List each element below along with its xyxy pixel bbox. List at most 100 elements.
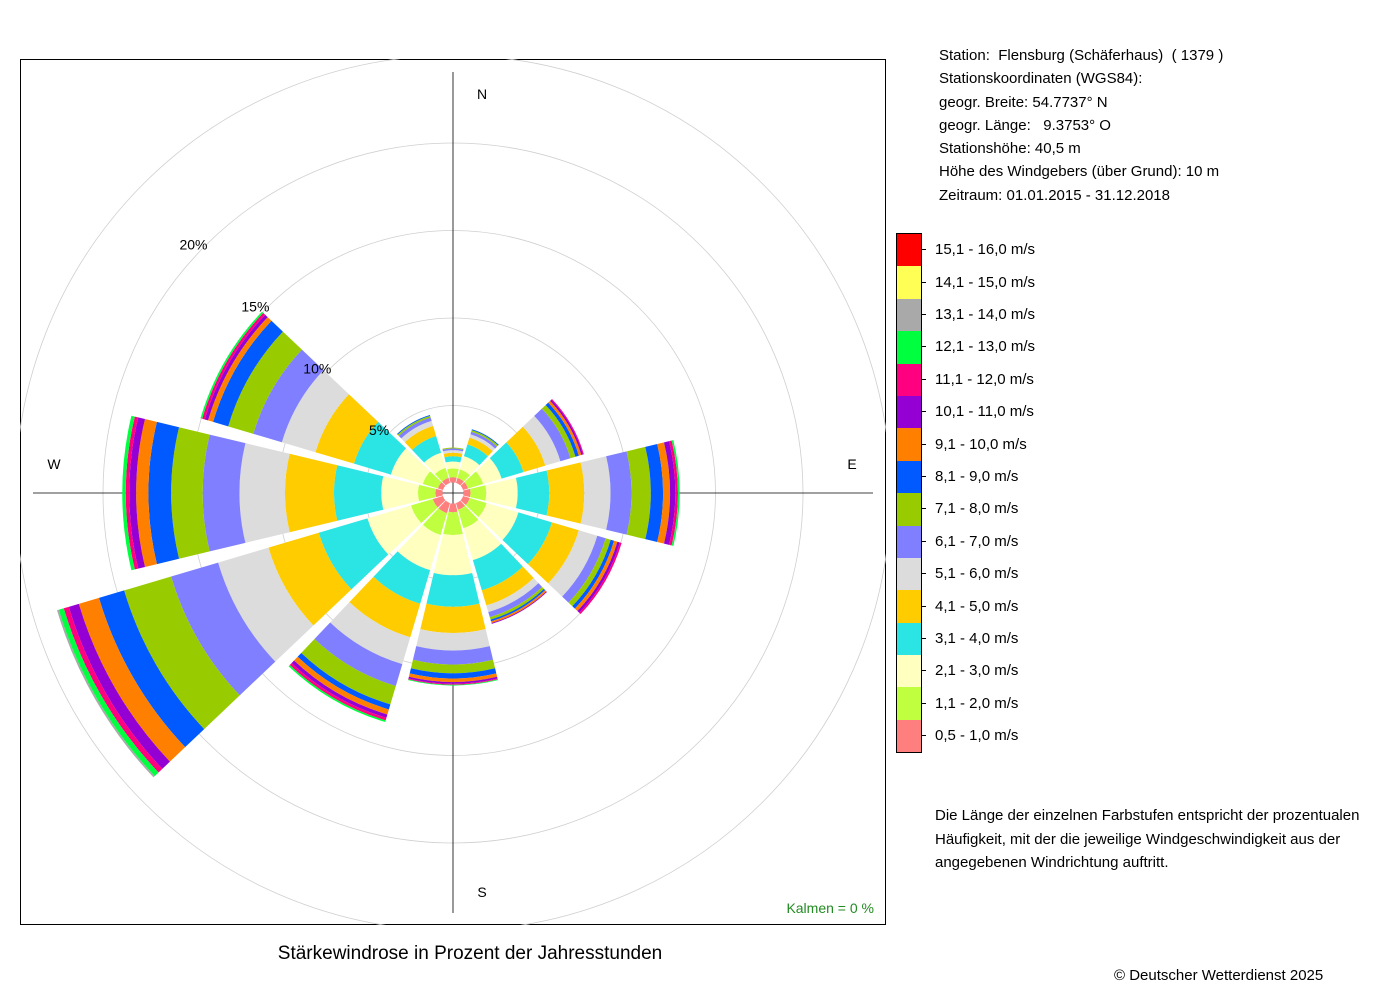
legend-swatch: [897, 460, 921, 494]
legend-tick: [921, 443, 926, 445]
petal-segment: [68, 603, 170, 769]
petal-segment: [574, 540, 618, 612]
petal-segment: [63, 606, 163, 773]
petal-wsw: [57, 495, 446, 778]
plot-frame: [20, 59, 886, 925]
legend-tick: [921, 281, 926, 283]
station-info: Station: Flensburg (Schäferhaus) ( 1379 …: [939, 44, 1223, 207]
petal-segment: [253, 349, 324, 443]
petal-ssw: [288, 500, 451, 723]
petal-segment: [580, 456, 611, 530]
petal-segment: [401, 420, 434, 443]
petal-segment: [408, 673, 498, 683]
legend-swatch: [897, 234, 921, 267]
petal-segment: [354, 421, 407, 475]
legend-tick: [921, 670, 926, 672]
period: Zeitraum: 01.01.2015 - 31.12.2018: [939, 186, 1170, 204]
petal-segment: [98, 590, 205, 748]
petal-segment: [434, 467, 449, 482]
legend-swatch: [897, 331, 921, 364]
petal-segment: [412, 435, 442, 463]
petal-segment: [455, 500, 466, 510]
legend-tick: [921, 508, 926, 510]
petal-nne: [455, 429, 499, 486]
radial-tick-label: 20%: [179, 237, 207, 253]
petals: [57, 311, 680, 778]
petal-segment: [208, 317, 272, 422]
petal-segment: [442, 447, 464, 450]
legend-label: 2,1 - 3,0 m/s: [935, 662, 1019, 680]
petal-segment: [433, 533, 473, 576]
petal-segment: [410, 659, 496, 674]
legend-tick: [921, 540, 926, 542]
radial-labels: 5% 10% 15% 20%: [179, 237, 389, 439]
petal-segment: [318, 518, 389, 590]
legend-label: 10,1 - 11,0 m/s: [935, 403, 1034, 421]
petal-segment: [171, 427, 210, 559]
legend-swatch: [897, 719, 921, 753]
petal-segment: [478, 502, 519, 540]
petal-segment: [515, 470, 550, 516]
petal-wnw: [200, 311, 446, 491]
petal-segment: [457, 469, 470, 482]
petal-segment: [373, 551, 431, 604]
station-name: Station: Flensburg (Schäferhaus) ( 1379 …: [939, 47, 1224, 64]
legend-tick: [921, 476, 926, 477]
petal-segment: [349, 576, 421, 638]
direction-label-n: N: [477, 86, 487, 102]
petal-segment: [435, 488, 443, 498]
petal-segment: [202, 434, 246, 552]
legend-tick: [921, 346, 926, 348]
petal-segment: [381, 476, 419, 510]
petal-segment: [218, 547, 314, 662]
petal-segment: [457, 505, 479, 529]
petal-segment: [545, 402, 579, 457]
petal-segment: [467, 437, 493, 457]
chart-title: Stärkewindrose in Prozent der Jahresstun…: [277, 943, 663, 964]
petal-segment: [438, 500, 451, 514]
petal-segment: [443, 452, 463, 458]
petal-segment: [239, 443, 290, 543]
legend-swatch: [897, 298, 921, 332]
legend-label: 9,1 - 10,0 m/s: [935, 435, 1027, 453]
legend-swatch: [897, 428, 921, 461]
petal-segment: [527, 522, 579, 584]
petal-segment: [422, 508, 448, 535]
petal-segment: [460, 482, 469, 491]
radial-tick-label: 15%: [241, 298, 269, 314]
petal-segment: [404, 425, 437, 450]
legend-swatch: [897, 395, 921, 429]
legend-label: 13,1 - 14,0 m/s: [935, 306, 1036, 323]
petal-segment: [204, 314, 268, 421]
petal-segment: [606, 451, 632, 535]
petal-segment: [490, 588, 546, 622]
petal-segment: [470, 485, 487, 501]
sensor-height: Höhe des Windgebers (über Grund): 10 m: [939, 163, 1220, 181]
petal-segment: [315, 394, 379, 464]
petal-segment: [442, 448, 464, 452]
petal-segment: [572, 539, 615, 609]
petal-segment: [422, 471, 442, 489]
petal-segment: [398, 417, 432, 439]
legend-label: 8,1 - 9,0 m/s: [935, 468, 1019, 485]
petal-segment: [418, 484, 436, 502]
petal-segment: [460, 495, 470, 506]
legend-swatch: [897, 525, 921, 558]
direction-label-e: E: [847, 456, 856, 472]
legend-tick: [921, 702, 926, 704]
legend-label: 7,1 - 8,0 m/s: [935, 500, 1019, 518]
petal-segment: [397, 524, 441, 571]
petal-segment: [125, 416, 139, 570]
legend-swatch: [897, 590, 921, 623]
petal-segment: [122, 415, 135, 571]
coords-heading: Stationskoordinaten (WGS84):: [939, 70, 1143, 88]
direction-labels: N E S W: [47, 86, 856, 900]
petal-segment: [334, 465, 384, 521]
petal-segment: [548, 400, 582, 456]
petal-segment: [437, 482, 446, 491]
petal-segment: [481, 566, 534, 606]
petal-segment: [502, 512, 552, 565]
petal-segment: [488, 583, 543, 618]
petal-segment: [445, 461, 461, 470]
petal-segment: [568, 538, 611, 607]
